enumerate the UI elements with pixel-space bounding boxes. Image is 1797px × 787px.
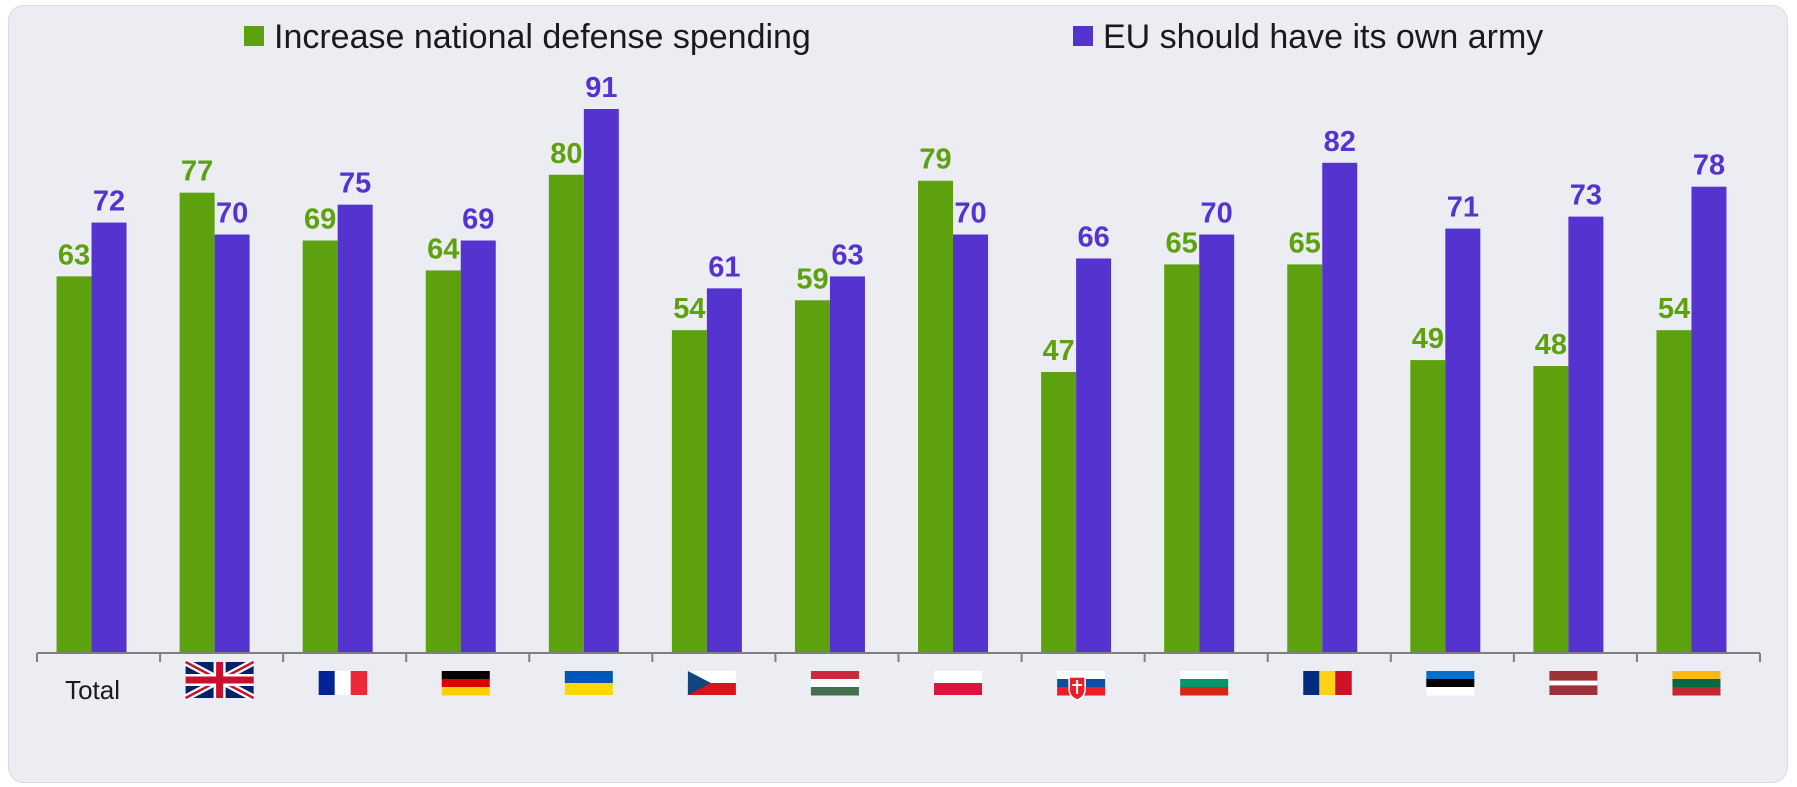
data-label-series-1-11: 49 [1412, 323, 1444, 355]
bar-series-2-13 [1691, 186, 1727, 653]
legend: Increase national defense spending EU sh… [244, 18, 1543, 56]
data-label-series-2-3: 69 [462, 204, 494, 236]
bar-series-1-1 [179, 192, 215, 653]
bar-series-2-3 [460, 240, 496, 653]
bar-series-2-11 [1445, 228, 1481, 654]
data-label-series-2-10: 82 [1324, 126, 1356, 158]
bar-series-2-1 [214, 234, 250, 654]
bar-series-2-0 [91, 222, 127, 654]
data-label-series-1-4: 80 [550, 138, 582, 170]
bulgaria-flag [1180, 671, 1229, 696]
data-label-series-2-4: 91 [585, 72, 617, 104]
france-flag [318, 671, 368, 695]
bar-series-2-10 [1322, 162, 1358, 654]
bar-series-2-2 [337, 204, 373, 653]
data-label-series-2-1: 70 [216, 198, 248, 230]
poland-flag [934, 671, 983, 695]
data-label-series-1-13: 54 [1658, 293, 1690, 325]
data-label-series-2-9: 70 [1201, 198, 1233, 230]
data-label-series-2-0: 72 [93, 186, 125, 218]
bars [56, 109, 1727, 654]
bar-series-2-7 [953, 234, 989, 654]
bar-series-1-10 [1287, 264, 1323, 653]
data-label-series-2-6: 63 [831, 239, 863, 271]
data-label-series-1-5: 54 [673, 293, 705, 325]
bar-series-1-6 [794, 300, 830, 653]
uk-flag [183, 658, 256, 702]
lithuania-flag [1672, 671, 1721, 696]
data-label-series-2-12: 73 [1570, 180, 1602, 212]
data-label-series-1-2: 69 [304, 204, 336, 236]
latvia-flag [1549, 671, 1598, 695]
bar-series-1-0 [56, 276, 92, 653]
hungary-flag [810, 671, 859, 696]
data-label-series-1-0: 63 [58, 239, 90, 271]
legend-label-series-2: EU should have its own army [1103, 18, 1543, 56]
bar-series-1-11 [1410, 360, 1446, 653]
data-label-series-1-8: 47 [1042, 335, 1074, 367]
ukraine-flag [564, 671, 613, 695]
category-label-0: Total [65, 675, 120, 705]
data-label-series-2-7: 70 [954, 198, 986, 230]
bar-series-1-2 [302, 240, 338, 653]
data-label-series-2-13: 78 [1693, 150, 1725, 182]
bar-series-2-6 [829, 276, 865, 653]
data-label-series-1-1: 77 [181, 156, 213, 188]
bar-series-2-9 [1199, 234, 1235, 654]
data-label-series-1-3: 64 [427, 233, 459, 265]
data-label-series-2-2: 75 [339, 168, 371, 200]
germany-flag [441, 671, 490, 696]
estonia-flag [1426, 671, 1475, 696]
legend-swatch-series-2 [1073, 26, 1093, 46]
data-label-series-2-8: 66 [1077, 221, 1109, 253]
bar-series-1-13 [1656, 330, 1692, 653]
bar-series-2-4 [583, 109, 619, 653]
bar-series-2-5 [706, 288, 742, 653]
bar-series-1-7 [918, 180, 954, 653]
bar-series-1-4 [548, 174, 584, 653]
bar-series-1-8 [1041, 372, 1077, 653]
data-label-series-1-9: 65 [1166, 227, 1198, 259]
legend-swatch-series-1 [244, 26, 264, 46]
bar-series-2-8 [1076, 258, 1112, 653]
data-label-series-1-6: 59 [796, 263, 828, 295]
bar-series-1-9 [1164, 264, 1200, 653]
data-label-series-1-7: 79 [919, 144, 951, 176]
x-axis [36, 652, 1761, 662]
data-label-series-1-12: 48 [1535, 329, 1567, 361]
czechia-flag [687, 671, 736, 695]
data-label-series-2-5: 61 [708, 251, 740, 283]
bar-series-1-3 [425, 270, 461, 653]
data-label-series-1-10: 65 [1289, 227, 1321, 259]
bar-series-1-5 [671, 330, 707, 653]
bar-series-1-12 [1533, 366, 1569, 653]
bar-series-2-12 [1568, 216, 1604, 653]
slovakia-flag [1057, 671, 1106, 701]
data-label-series-2-11: 71 [1447, 192, 1479, 224]
legend-label-series-1: Increase national defense spending [274, 18, 811, 56]
romania-flag [1303, 671, 1352, 695]
x-axis-categories: Total [65, 658, 1721, 705]
